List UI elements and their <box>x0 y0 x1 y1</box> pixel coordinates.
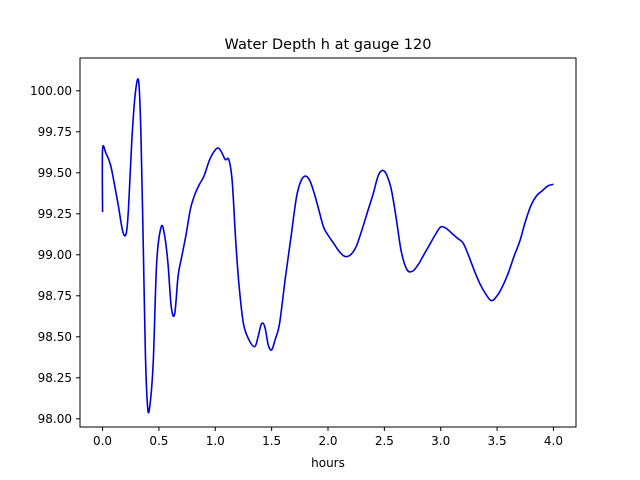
plot-frame <box>79 57 577 428</box>
x-tick-label: 0.0 <box>93 434 112 448</box>
y-tick-label: 99.50 <box>38 166 72 180</box>
x-tick-label: 3.0 <box>431 434 450 448</box>
x-tick-label: 2.0 <box>318 434 337 448</box>
x-tick-label: 0.5 <box>149 434 168 448</box>
plot-area <box>79 57 577 428</box>
x-axis-ticks: 0.0 0.5 1.0 1.5 2.0 2.5 3.0 3.5 4.0 <box>93 427 563 448</box>
y-axis-ticks: 98.00 98.25 98.50 98.75 99.00 99.25 99.50 99.75… <box>30 84 80 426</box>
y-tick-label: 98.50 <box>38 330 72 344</box>
x-tick-label: 1.0 <box>206 434 225 448</box>
x-tick-label: 2.5 <box>375 434 394 448</box>
x-tick-label: 4.0 <box>544 434 563 448</box>
y-tick-label: 99.25 <box>38 207 72 221</box>
x-tick-label: 3.5 <box>488 434 507 448</box>
x-tick-label: 1.5 <box>262 434 281 448</box>
chart-title: Water Depth h at gauge 120 <box>225 37 432 53</box>
series-line <box>101 78 554 414</box>
y-tick-label: 98.00 <box>38 412 72 426</box>
y-tick-label: 98.75 <box>38 289 72 303</box>
series-layer <box>101 78 554 414</box>
y-tick-label: 100.00 <box>30 84 72 98</box>
y-tick-label: 99.00 <box>38 248 72 262</box>
y-tick-label: 99.75 <box>38 125 72 139</box>
x-axis-label: hours <box>311 456 345 470</box>
y-tick-label: 98.25 <box>38 371 72 385</box>
